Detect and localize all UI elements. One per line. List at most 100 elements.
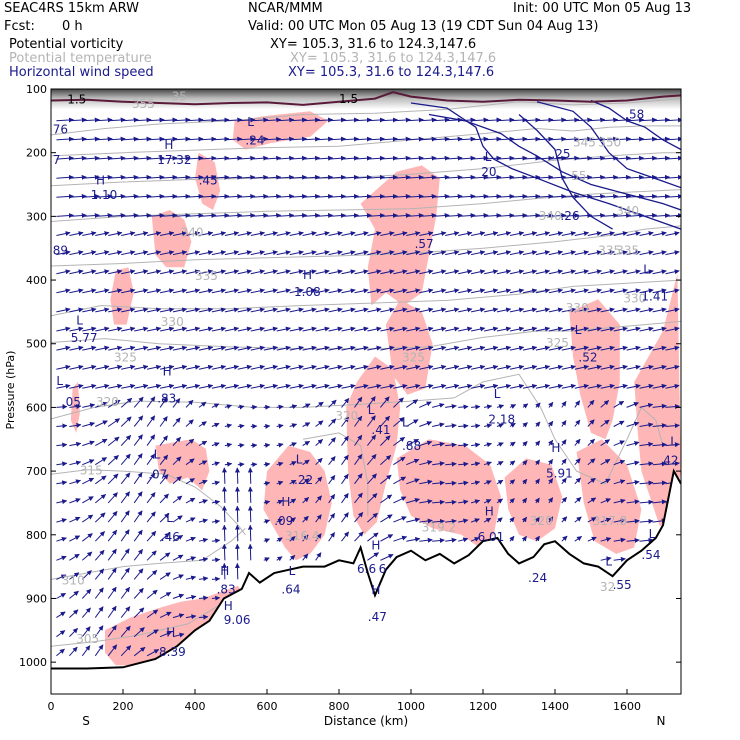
- wind-vector-727: [419, 155, 437, 161]
- wind-vector-404: [237, 326, 252, 332]
- wind-vector-52: [69, 553, 80, 561]
- y-tick-label-1000: 1000: [19, 656, 47, 669]
- wind-vector-598: [341, 364, 356, 370]
- wind-vector-675: [380, 494, 393, 504]
- wind-vector-224: [146, 511, 156, 523]
- wind-vector-288: [185, 117, 204, 123]
- wind-vector-91: [95, 193, 113, 199]
- wind-vector-446: [263, 193, 282, 199]
- annotation-76: H: [371, 538, 380, 552]
- wind-vector-695: [393, 417, 405, 427]
- wind-vector-372: [224, 193, 243, 199]
- wind-vector-547: [315, 288, 330, 294]
- wind-vector-1148: [652, 307, 667, 313]
- wind-vector-423: [250, 213, 269, 219]
- wind-vector-1049: [600, 213, 619, 219]
- wind-vector-556: [315, 457, 323, 466]
- wind-vector-213: [146, 307, 162, 313]
- forecast-label: Fcst:: [4, 19, 35, 34]
- wind-vector-108: [94, 512, 106, 523]
- wind-vector-696: [393, 436, 406, 447]
- wind-vector-433: [250, 404, 258, 410]
- wind-vector-309: [185, 517, 196, 523]
- wind-vector-565: [328, 174, 346, 180]
- wind-vector-1161: [665, 136, 681, 142]
- wind-vector-708: [406, 231, 421, 236]
- wind-vector-666: [380, 326, 395, 332]
- wind-vector-729: [419, 193, 437, 199]
- wind-vector-114: [94, 625, 104, 637]
- wind-vector-188: [134, 383, 149, 389]
- wind-vector-705: [406, 174, 424, 180]
- wind-vector-25: [56, 592, 67, 599]
- wind-vector-280: [172, 495, 183, 504]
- wind-vector-8: [56, 269, 71, 275]
- wind-vector-911: [522, 193, 541, 199]
- wind-vector-461: [263, 481, 271, 486]
- wind-vector-646: [366, 396, 376, 408]
- wind-vector-211: [146, 269, 162, 275]
- wind-vector-30: [69, 136, 87, 142]
- wind-vector-11: [56, 326, 71, 332]
- wind-vector-853: [483, 364, 499, 370]
- wind-vector-1124: [639, 288, 654, 294]
- wind-vector-953: [548, 117, 567, 123]
- wind-vector-276: [172, 417, 181, 427]
- wind-vector-659: [380, 193, 398, 199]
- wind-vector-842: [484, 155, 502, 161]
- wind-vector-121: [108, 213, 126, 219]
- wind-vector-1065: [600, 517, 612, 523]
- wind-vector-552: [315, 383, 330, 389]
- wind-vector-532: [302, 459, 310, 466]
- wind-vector-69: [82, 326, 97, 332]
- wind-vector-829: [470, 345, 486, 351]
- wind-vector-1078: [613, 307, 628, 313]
- wind-vector-377: [224, 288, 240, 294]
- wind-vector-1063: [600, 478, 611, 485]
- wind-vector-717: [406, 399, 419, 408]
- wind-vector-649: [367, 454, 377, 466]
- wind-vector-1062: [600, 458, 611, 466]
- wind-vector-398: [237, 213, 256, 219]
- wind-vector-1094: [626, 155, 645, 161]
- wind-vector-359: [211, 442, 220, 447]
- wind-vector-844: [484, 193, 502, 199]
- wind-vector-545: [315, 250, 330, 256]
- wind-vector-508: [289, 461, 297, 466]
- wind-vector-918: [522, 326, 538, 332]
- wind-vector-985: [561, 307, 576, 313]
- wind-vector-936: [535, 231, 551, 236]
- wind-vector-429: [250, 326, 265, 332]
- wind-vector-777: [445, 231, 460, 236]
- wind-vector-323: [198, 269, 214, 275]
- wind-vector-6: [56, 231, 71, 236]
- wind-vector-1142: [652, 193, 670, 199]
- wind-vector-965: [548, 345, 564, 351]
- wind-vector-894: [509, 307, 525, 313]
- wind-vector-1151: [652, 364, 667, 370]
- wind-vector-563: [328, 136, 346, 142]
- annotation-25: 89: [53, 244, 68, 258]
- annotation-59: L: [154, 447, 161, 461]
- annotation-91: 9.06: [224, 613, 251, 627]
- wind-vector-297: [185, 288, 201, 294]
- wind-vector-421: [250, 174, 269, 180]
- wind-vector-250: [159, 454, 169, 466]
- wind-vector-516: [302, 155, 321, 161]
- valid-time: Valid: 00 UTC Mon 05 Aug 13 (19 CDT Sun …: [248, 19, 599, 34]
- wind-vector-55: [69, 609, 79, 618]
- wind-vector-5: [56, 213, 74, 219]
- field-xy-wind: XY= 105.3, 31.6 to 124.3,147.6: [288, 65, 495, 80]
- wind-vector-1018: [574, 497, 582, 504]
- theta-contour-305: [51, 604, 221, 647]
- wind-vector-218: [146, 396, 156, 408]
- wind-vector-718: [406, 419, 419, 427]
- wind-vector-338: [198, 557, 209, 562]
- wind-vector-528: [302, 383, 317, 389]
- wind-vector-796: [458, 155, 476, 161]
- wind-vector-60: [82, 155, 100, 161]
- wind-vector-651: [367, 493, 378, 504]
- annotation-41: .52: [578, 351, 597, 365]
- wind-vector-405: [237, 345, 252, 351]
- wind-vector-710: [406, 269, 421, 275]
